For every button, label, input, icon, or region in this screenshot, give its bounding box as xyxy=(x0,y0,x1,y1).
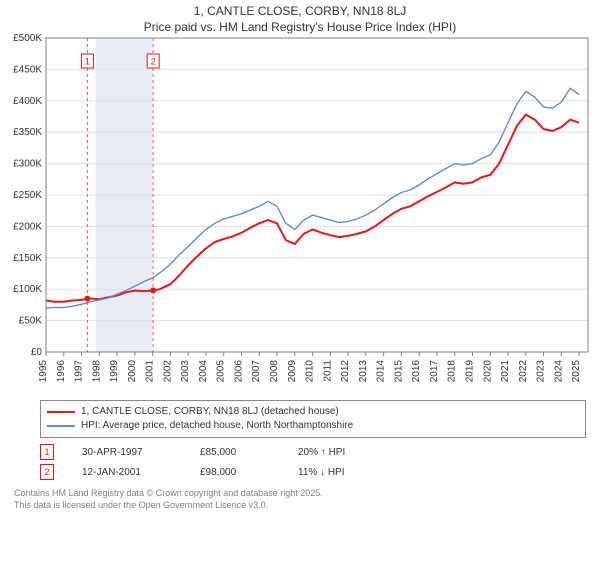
transaction-date: 30-APR-1997 xyxy=(82,447,172,458)
svg-text:1: 1 xyxy=(85,57,90,67)
svg-text:2013: 2013 xyxy=(358,360,369,383)
svg-text:2008: 2008 xyxy=(269,360,280,383)
transaction-delta: 20% ↑ HPI xyxy=(298,447,345,458)
svg-text:2025: 2025 xyxy=(571,360,582,383)
svg-text:2000: 2000 xyxy=(127,360,138,383)
svg-text:2007: 2007 xyxy=(251,360,262,383)
svg-text:2020: 2020 xyxy=(482,360,493,383)
svg-text:2001: 2001 xyxy=(145,360,156,383)
svg-text:2003: 2003 xyxy=(180,360,191,383)
svg-text:£50K: £50K xyxy=(19,316,43,327)
svg-text:1995: 1995 xyxy=(38,360,49,383)
svg-text:£450K: £450K xyxy=(13,64,42,75)
legend-row: HPI: Average price, detached house, Nort… xyxy=(47,419,579,433)
svg-text:£300K: £300K xyxy=(13,159,42,170)
svg-text:2016: 2016 xyxy=(411,360,422,383)
transaction-marker: 2 xyxy=(40,464,54,480)
transactions-table: 1 30-APR-1997 £85,000 20% ↑ HPI 2 12-JAN-2001… xyxy=(40,442,586,482)
svg-text:2002: 2002 xyxy=(162,360,173,383)
footer-attribution: Contains HM Land Registry data © Crown c… xyxy=(14,488,586,511)
svg-text:2010: 2010 xyxy=(305,360,316,383)
legend-label: 1, CANTLE CLOSE, CORBY, NN18 8LJ (detach… xyxy=(81,405,339,419)
svg-text:1999: 1999 xyxy=(109,360,120,383)
svg-text:2009: 2009 xyxy=(287,360,298,383)
svg-text:2004: 2004 xyxy=(198,360,209,383)
svg-text:£100K: £100K xyxy=(13,284,42,295)
transaction-marker: 1 xyxy=(40,444,54,460)
chart-subtitle: Price paid vs. HM Land Registry's House … xyxy=(0,20,600,34)
svg-text:2019: 2019 xyxy=(464,360,475,383)
footer-line: Contains HM Land Registry data © Crown c… xyxy=(14,488,586,500)
svg-text:1996: 1996 xyxy=(56,360,67,383)
svg-text:£200K: £200K xyxy=(13,221,42,232)
svg-text:2017: 2017 xyxy=(429,360,440,383)
svg-text:2022: 2022 xyxy=(518,360,529,383)
line-chart: £0 £50K £100K £150K £200K £250K £300K £350K £400… xyxy=(0,34,600,394)
svg-text:£350K: £350K xyxy=(13,127,42,138)
svg-text:£0: £0 xyxy=(31,347,43,358)
svg-text:2023: 2023 xyxy=(536,360,547,383)
transaction-row: 1 30-APR-1997 £85,000 20% ↑ HPI xyxy=(40,442,586,462)
svg-text:2014: 2014 xyxy=(376,360,387,383)
svg-text:2015: 2015 xyxy=(393,360,404,383)
svg-text:2018: 2018 xyxy=(447,360,458,383)
svg-text:£500K: £500K xyxy=(13,34,42,44)
svg-text:£250K: £250K xyxy=(13,190,42,201)
legend-swatch xyxy=(47,411,75,413)
svg-text:2012: 2012 xyxy=(340,360,351,383)
legend: 1, CANTLE CLOSE, CORBY, NN18 8LJ (detach… xyxy=(40,400,586,438)
svg-text:2024: 2024 xyxy=(553,360,564,383)
svg-text:2011: 2011 xyxy=(322,360,333,382)
transaction-delta: 11% ↓ HPI xyxy=(298,467,345,478)
transaction-price: £85,000 xyxy=(200,447,270,458)
svg-text:2: 2 xyxy=(151,57,156,67)
legend-label: HPI: Average price, detached house, Nort… xyxy=(81,419,353,433)
footer-line: This data is licensed under the Open Gov… xyxy=(14,500,586,512)
svg-text:1997: 1997 xyxy=(74,360,85,383)
svg-text:£150K: £150K xyxy=(13,253,42,264)
svg-text:1998: 1998 xyxy=(91,360,102,383)
transaction-date: 12-JAN-2001 xyxy=(82,467,172,478)
transaction-price: £98,000 xyxy=(200,467,270,478)
transaction-row: 2 12-JAN-2001 £98,000 11% ↓ HPI xyxy=(40,462,586,482)
legend-row: 1, CANTLE CLOSE, CORBY, NN18 8LJ (detach… xyxy=(47,405,579,419)
svg-text:2006: 2006 xyxy=(233,360,244,383)
legend-swatch xyxy=(47,425,75,427)
svg-text:2005: 2005 xyxy=(216,360,227,383)
chart-title: 1, CANTLE CLOSE, CORBY, NN18 8LJ xyxy=(0,4,600,18)
svg-text:£400K: £400K xyxy=(13,96,42,107)
svg-text:2021: 2021 xyxy=(500,360,511,383)
